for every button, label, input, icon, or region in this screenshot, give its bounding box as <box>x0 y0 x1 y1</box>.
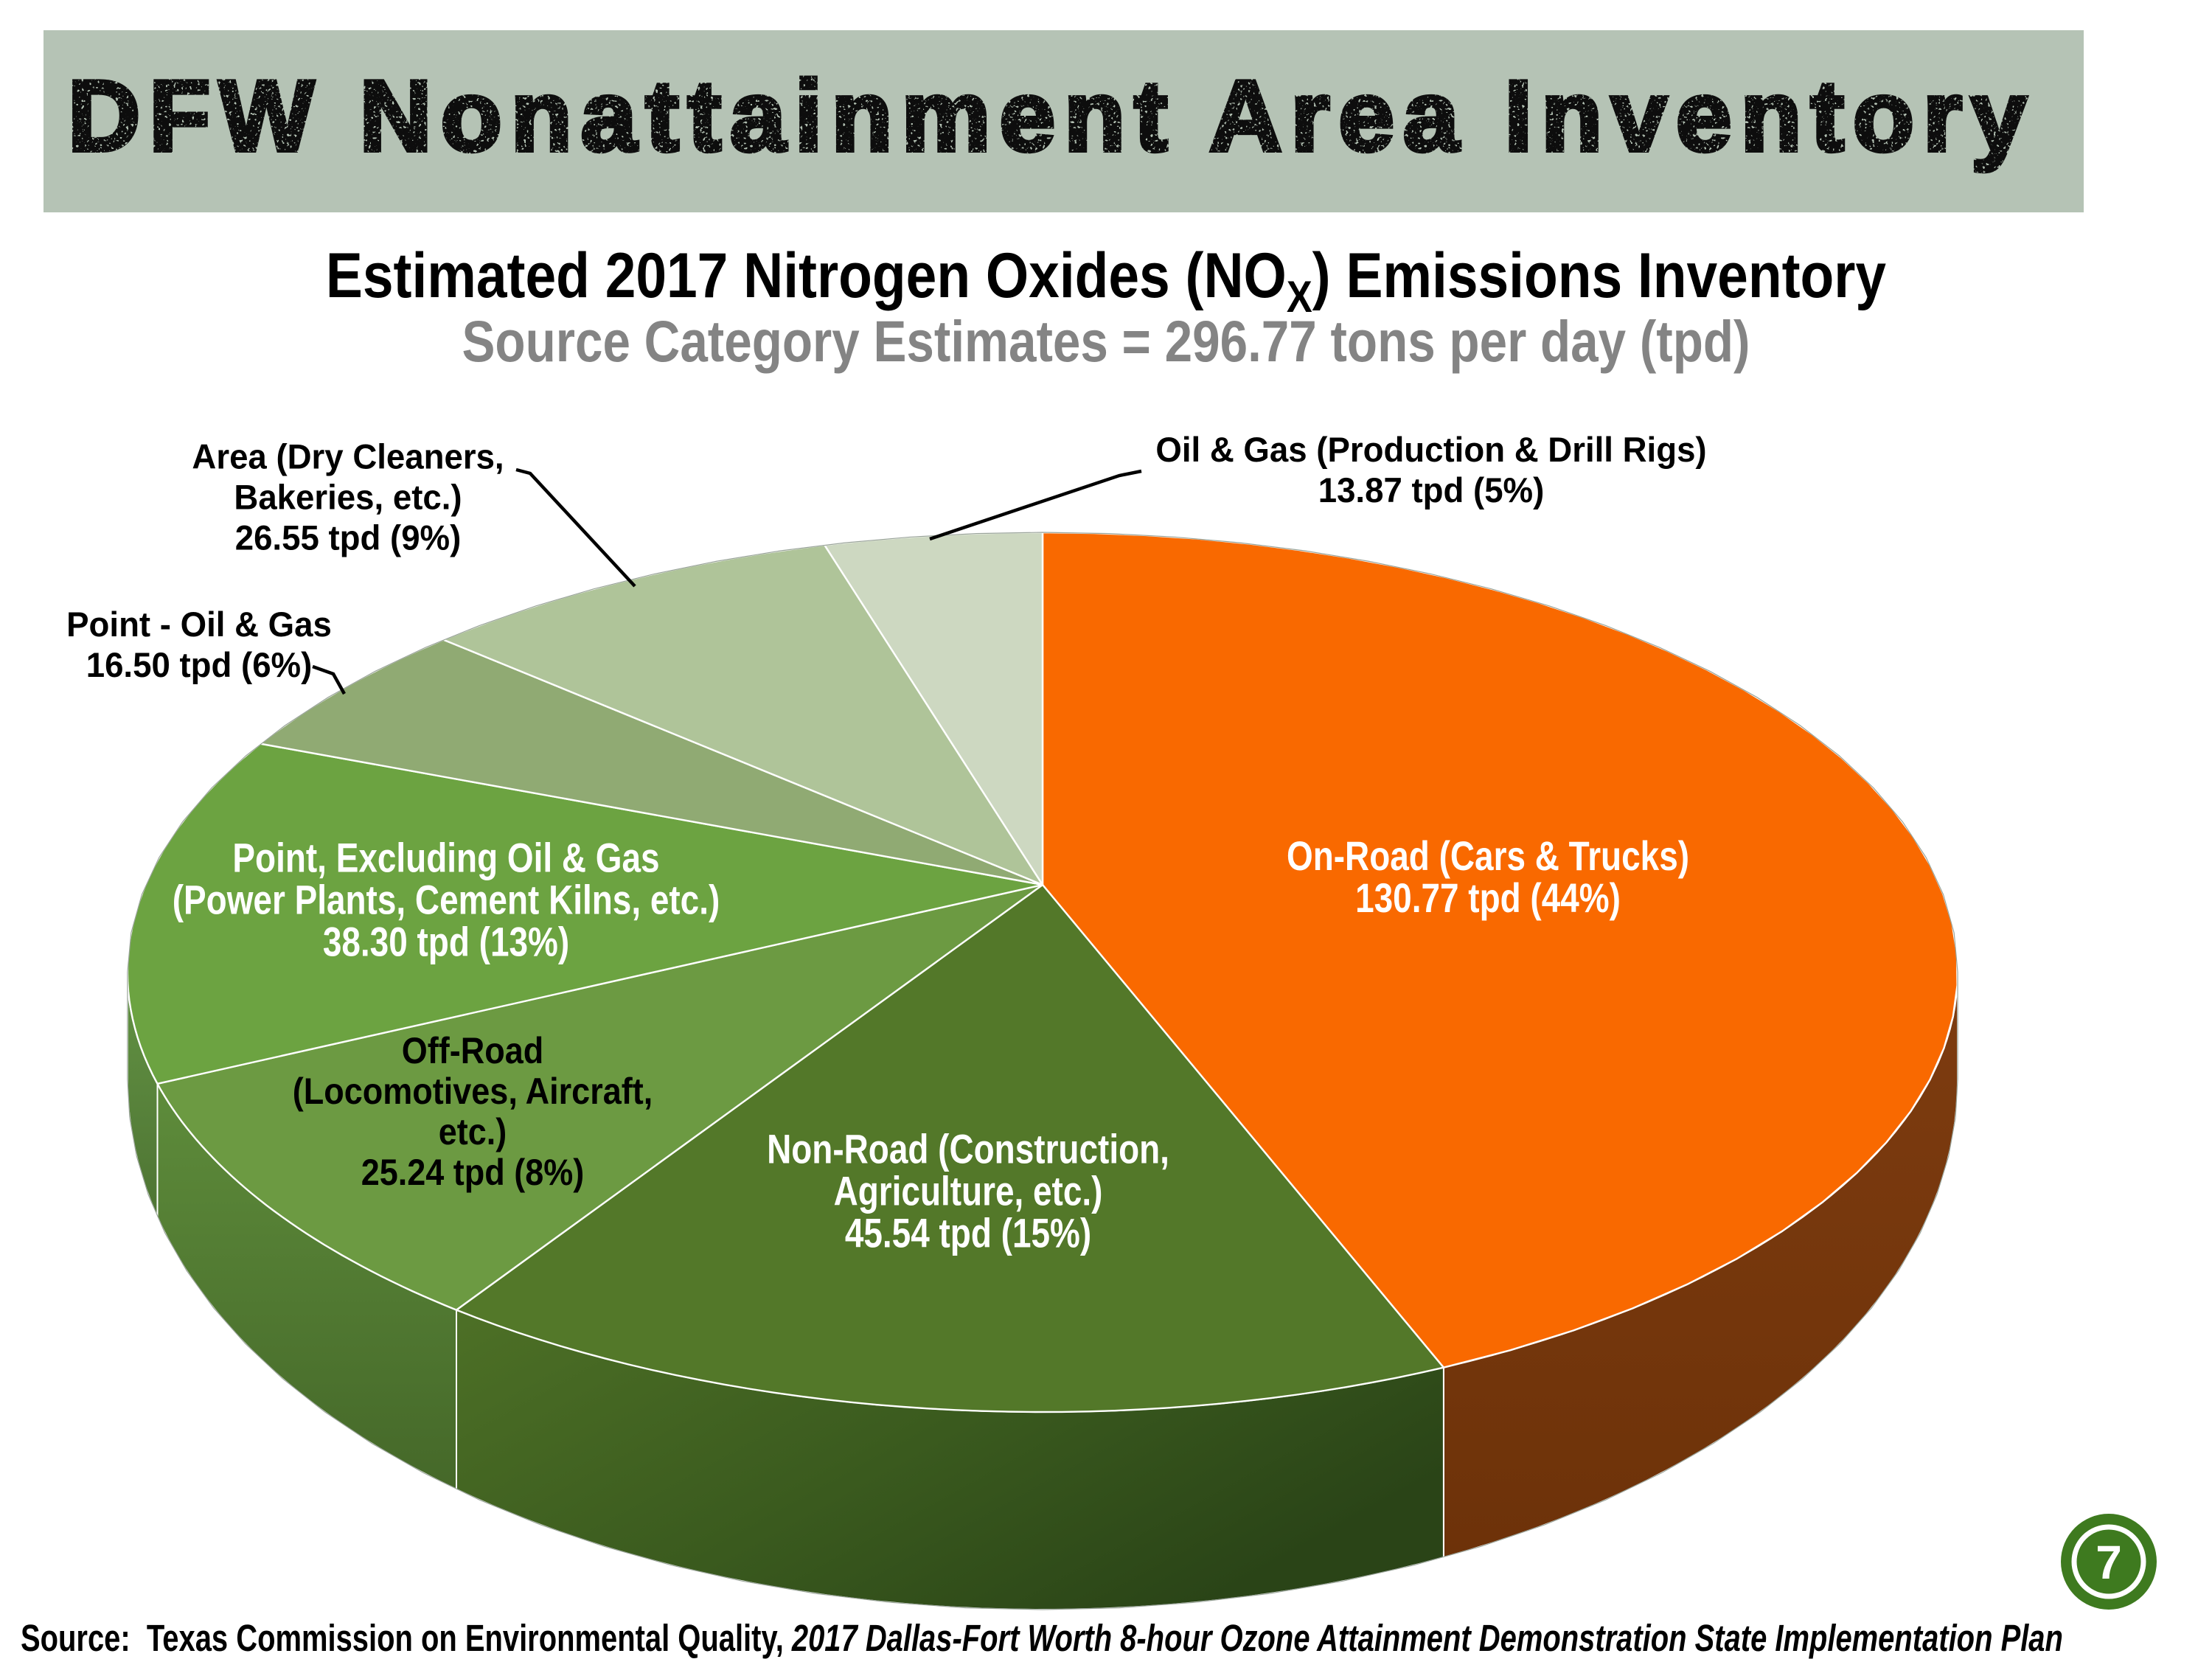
svg-text:DFW Nonattainment Area Invento: DFW Nonattainment Area Inventory <box>68 60 2036 172</box>
svg-text:7: 7 <box>2096 1536 2122 1589</box>
